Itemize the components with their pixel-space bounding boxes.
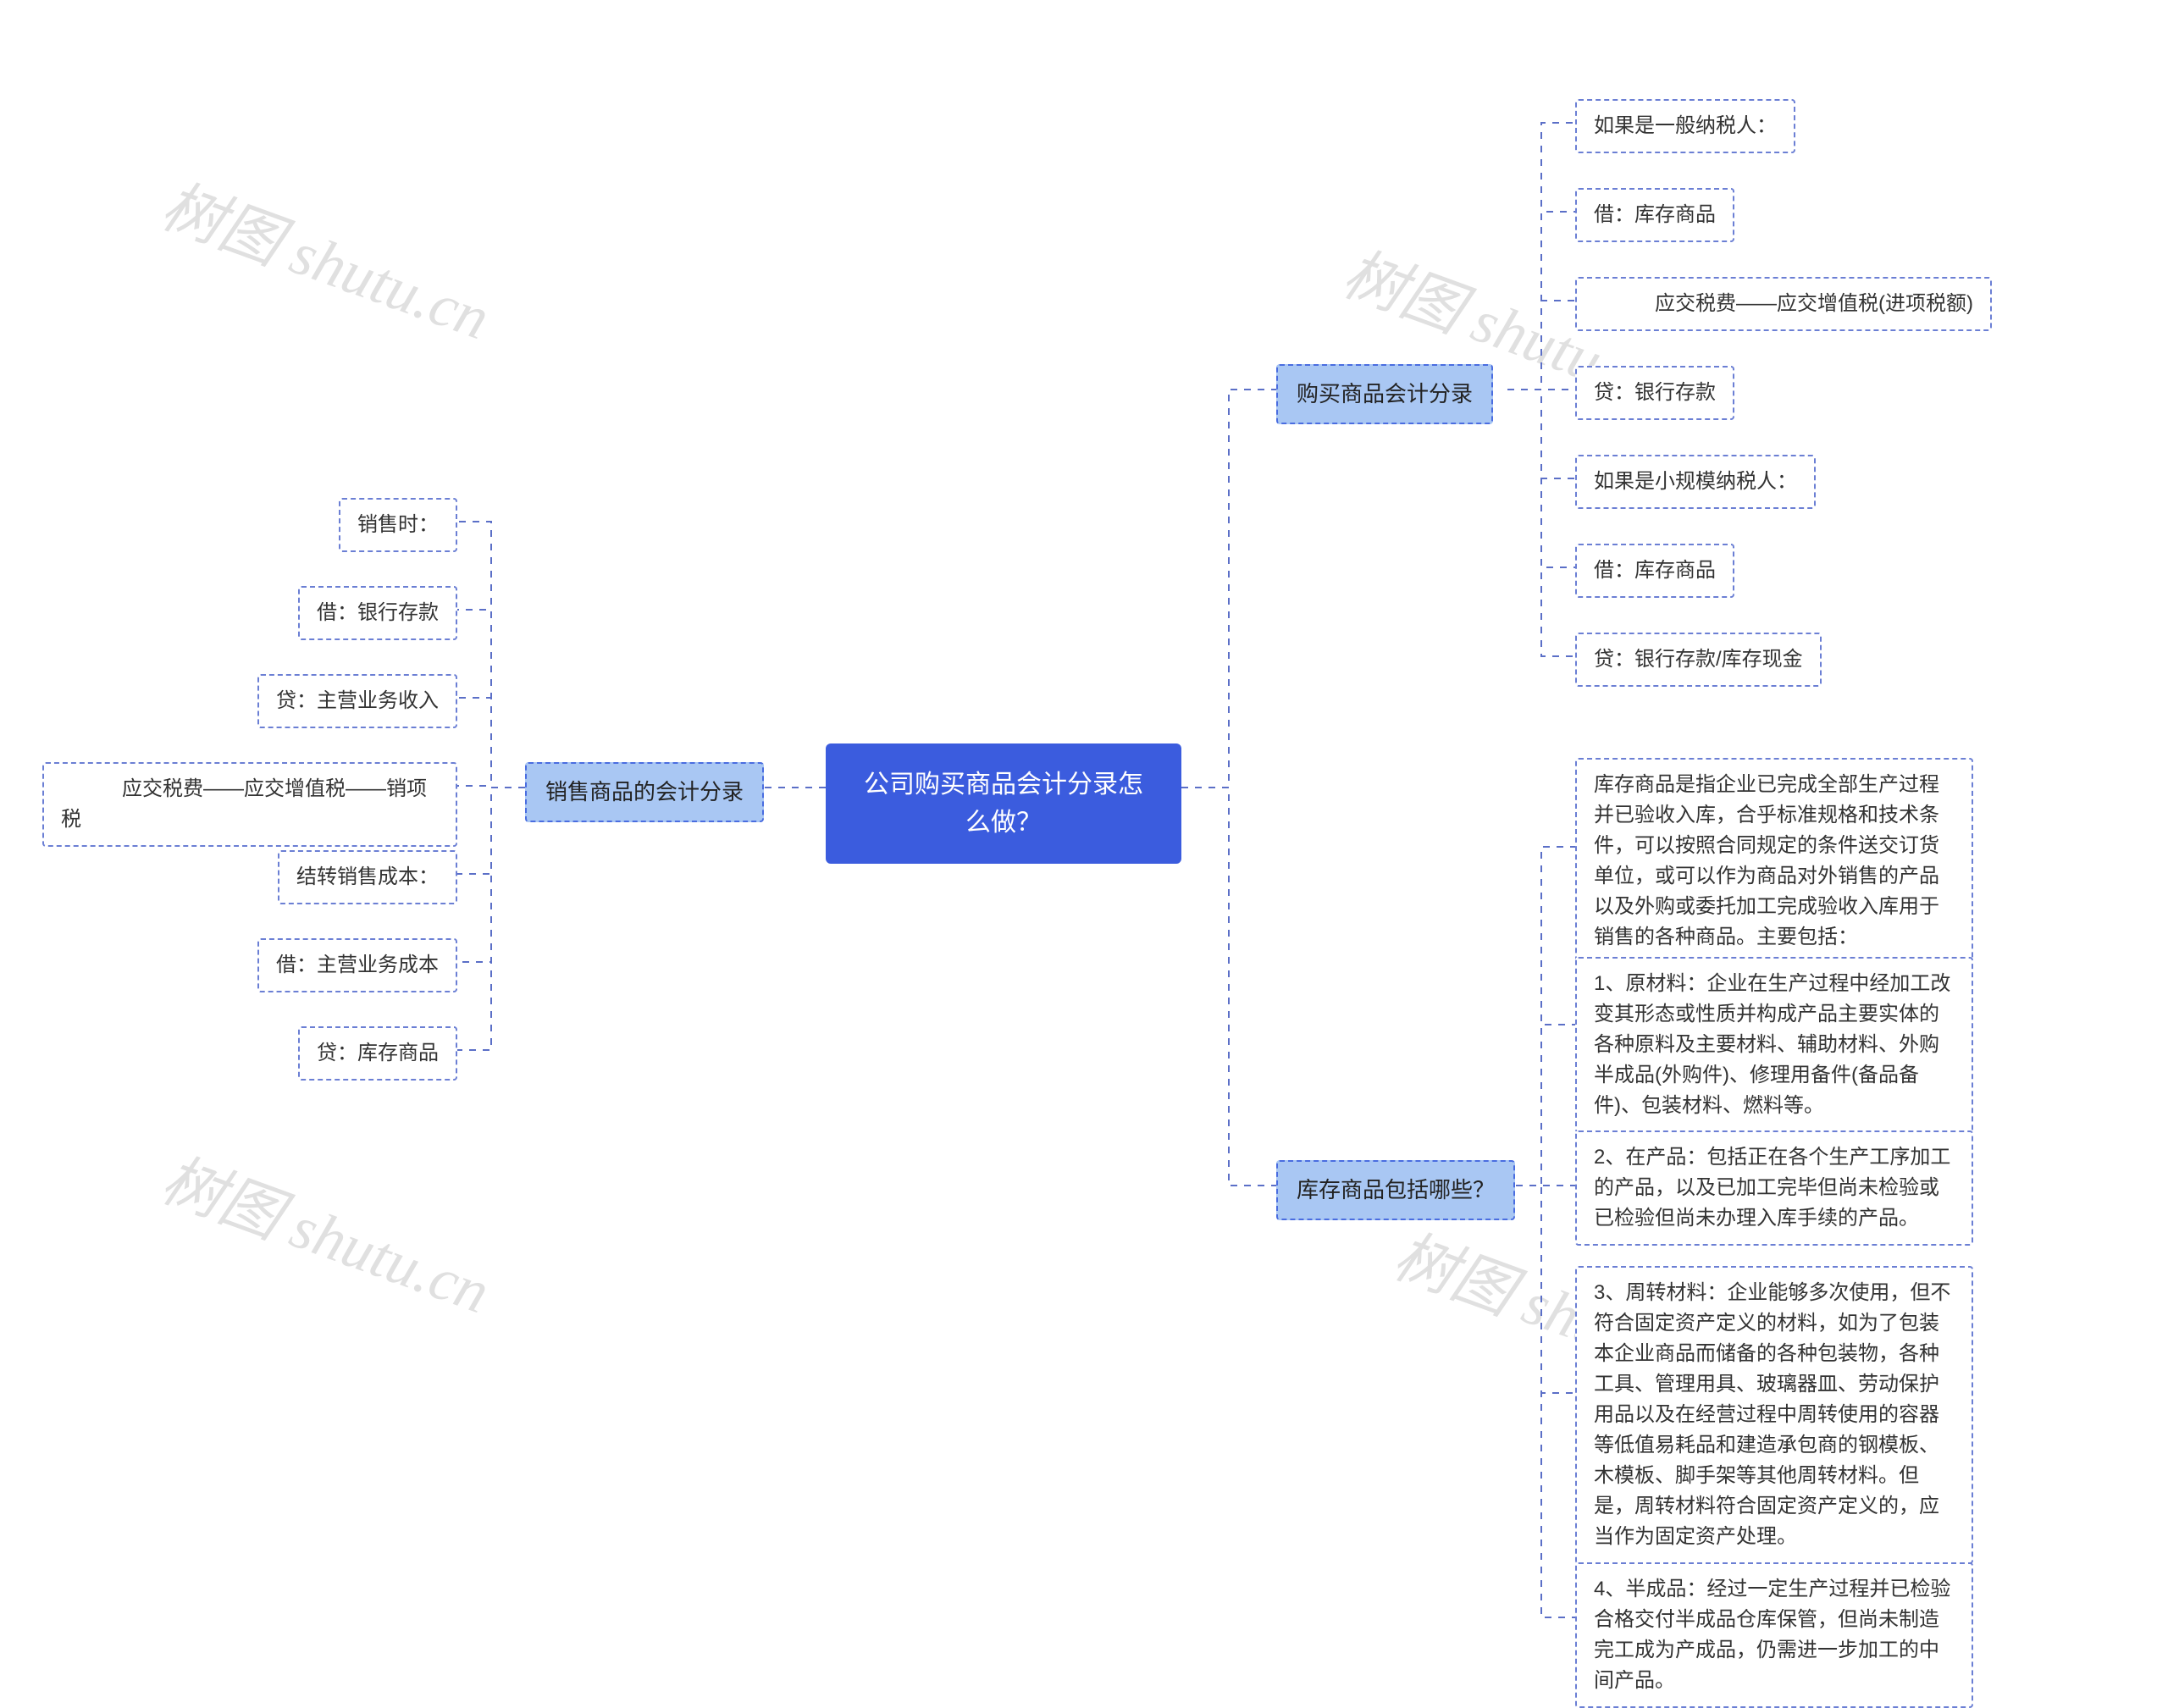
branch-purchase[interactable]: 购买商品会计分录 [1276,364,1493,424]
leaf-node[interactable]: 销售时： [339,498,457,552]
mindmap-canvas: 树图 shutu.cn 树图 shutu.cn 树图 shutu.cn 树图 s… [0,0,2168,1701]
leaf-node[interactable]: 借：银行存款 [298,586,457,640]
leaf-node[interactable]: 借：库存商品 [1575,544,1734,598]
leaf-node[interactable]: 贷：银行存款 [1575,366,1734,420]
leaf-node[interactable]: 借：主营业务成本 [257,938,457,992]
watermark: 树图 shutu.cn [152,156,504,357]
leaf-node[interactable]: 贷：银行存款/库存现金 [1575,633,1822,687]
leaf-node[interactable]: 4、半成品：经过一定生产过程并已检验合格交付半成品仓库保管，但尚未制造完工成为产… [1575,1562,1973,1708]
leaf-node[interactable]: 借：库存商品 [1575,188,1734,242]
leaf-node[interactable]: 结转销售成本： [278,850,457,904]
leaf-node[interactable]: 库存商品是指企业已完成全部生产过程并已验收入库，合乎标准规格和技术条件，可以按照… [1575,758,1973,965]
leaf-node[interactable]: 1、原材料：企业在生产过程中经加工改变其形态或性质并构成产品主要实体的各种原料及… [1575,957,1973,1133]
watermark: 树图 shutu.cn [152,1130,504,1330]
leaf-node[interactable]: 应交税费——应交增值税(进项税额) [1575,277,1992,331]
leaf-node[interactable]: 3、周转材料：企业能够多次使用，但不符合固定资产定义的材料，如为了包装本企业商品… [1575,1266,1973,1564]
branch-sales[interactable]: 销售商品的会计分录 [525,762,764,822]
branch-inventory[interactable]: 库存商品包括哪些？ [1276,1160,1515,1220]
leaf-node[interactable]: 贷：库存商品 [298,1026,457,1081]
leaf-node[interactable]: 2、在产品：包括正在各个生产工序加工的产品，以及已加工完毕但尚未检验或已检验但尚… [1575,1130,1973,1246]
root-node[interactable]: 公司购买商品会计分录怎么做？ [826,743,1181,864]
leaf-node[interactable]: 应交税费——应交增值税——销项税 [42,762,457,847]
leaf-node[interactable]: 贷：主营业务收入 [257,674,457,728]
leaf-node[interactable]: 如果是一般纳税人： [1575,99,1795,153]
leaf-node[interactable]: 如果是小规模纳税人： [1575,455,1816,509]
